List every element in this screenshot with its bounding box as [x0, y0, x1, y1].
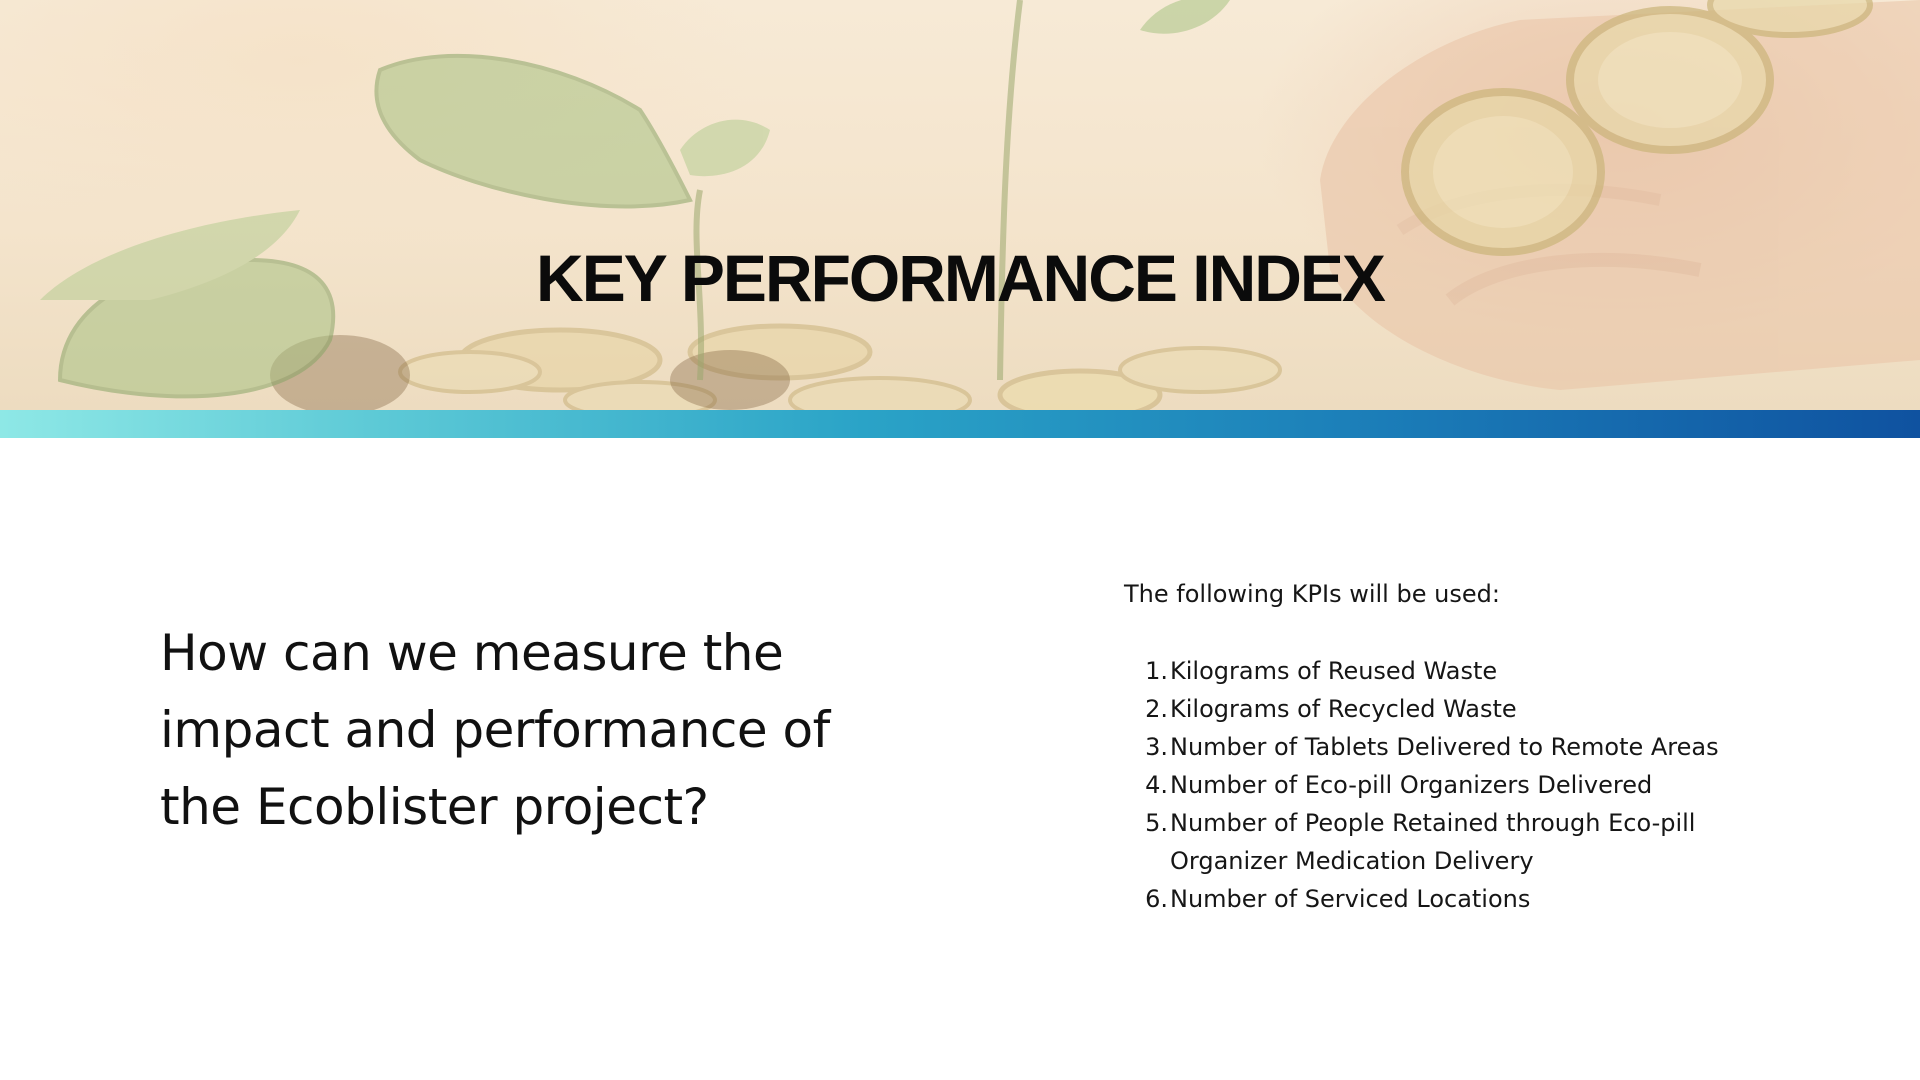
kpi-number: 4.	[1145, 771, 1168, 799]
kpi-number: 2.	[1145, 695, 1168, 723]
kpi-label: Number of Serviced Locations	[1170, 885, 1531, 913]
question-text: How can we measure the impact and perfor…	[160, 624, 830, 836]
kpi-list-item: 4. Number of Eco-pill Organizers Deliver…	[1124, 766, 1804, 804]
kpi-number: 5.	[1145, 809, 1168, 837]
kpi-intro-text: The following KPIs will be used:	[1124, 580, 1500, 608]
kpi-section: The following KPIs will be used: 1. Kilo…	[1124, 576, 1804, 918]
kpi-label: Number of Eco-pill Organizers Delivered	[1170, 771, 1653, 799]
kpi-number: 1.	[1145, 657, 1168, 685]
kpi-label: Number of People Retained through Eco-pi…	[1170, 809, 1696, 875]
header-banner: KEY PERFORMANCE INDEX	[0, 0, 1920, 410]
kpi-label: Kilograms of Recycled Waste	[1170, 695, 1517, 723]
kpi-label: Kilograms of Reused Waste	[1170, 657, 1498, 685]
kpi-list: 1. Kilograms of Reused Waste 2. Kilogram…	[1124, 652, 1804, 918]
kpi-list-item: 1. Kilograms of Reused Waste	[1124, 652, 1804, 690]
kpi-label: Number of Tablets Delivered to Remote Ar…	[1170, 733, 1719, 761]
kpi-list-item: 2. Kilograms of Recycled Waste	[1124, 690, 1804, 728]
kpi-list-item: 6. Number of Serviced Locations	[1124, 880, 1804, 918]
kpi-list-item: 3. Number of Tablets Delivered to Remote…	[1124, 728, 1804, 766]
page-title: KEY PERFORMANCE INDEX	[536, 241, 1386, 315]
plant-and-coins-background-image	[40, 0, 1920, 410]
kpi-list-item: 5. Number of People Retained through Eco…	[1124, 804, 1804, 880]
kpi-number: 3.	[1145, 733, 1168, 761]
kpi-number: 6.	[1145, 885, 1168, 913]
gradient-divider-bar	[0, 410, 1920, 438]
